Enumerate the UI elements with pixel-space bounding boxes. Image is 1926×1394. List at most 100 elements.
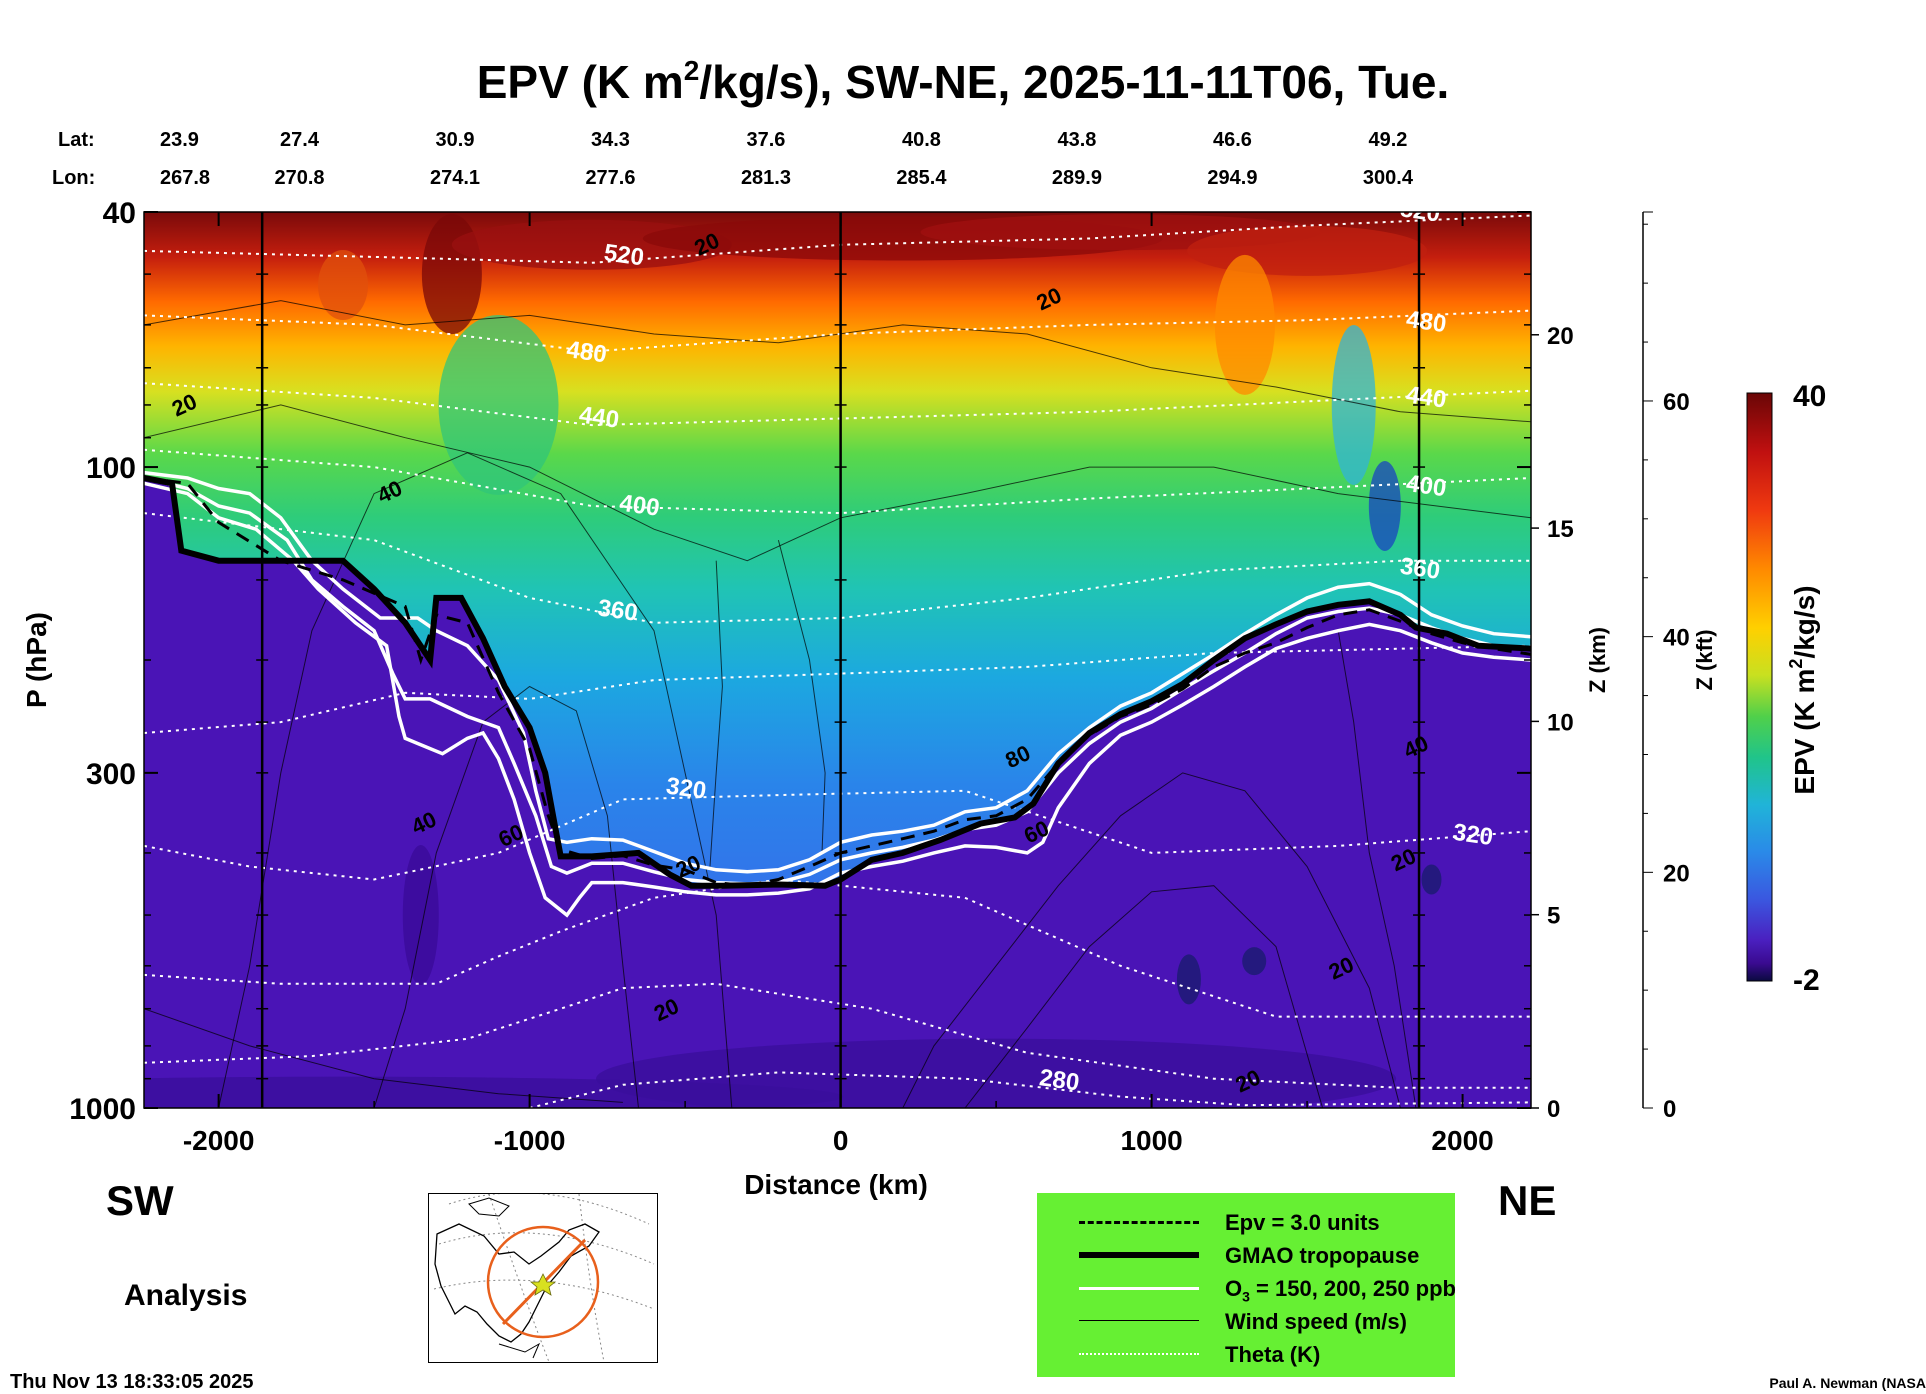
ozone-contour [144, 481, 1531, 918]
wind-contour [709, 560, 723, 867]
z-kft-tick-label: 60 [1663, 389, 1690, 416]
theta-contour [529, 1071, 1531, 1108]
lon-value: 285.4 [896, 167, 947, 189]
epv-patch [1187, 225, 1428, 276]
lon-value: 294.9 [1207, 167, 1257, 189]
lat-value: 27.4 [280, 129, 320, 151]
x-tick-label: 2000 [1431, 1125, 1493, 1156]
theta-label: 520 [602, 239, 645, 271]
colorbar [1746, 392, 1773, 982]
z-km-tick-label: 10 [1547, 709, 1574, 736]
lon-value: 289.9 [1052, 167, 1102, 189]
lat-value: 30.9 [436, 129, 475, 151]
sw-label: SW [106, 1177, 174, 1224]
lon-value: 281.3 [741, 167, 791, 189]
wind-contour [777, 539, 826, 853]
theta-label: 280 [1038, 1064, 1081, 1096]
x-tick-label: 1000 [1120, 1125, 1182, 1156]
z-kft-tick-label: 0 [1663, 1096, 1676, 1123]
map-gridline [433, 1279, 655, 1310]
wind-contour [373, 685, 639, 1108]
theta-contour [144, 982, 1531, 1089]
ozone-contour [144, 470, 1531, 874]
theta-label: 400 [618, 490, 661, 522]
tropo-patch [144, 1076, 843, 1108]
z-kft-tick-label: 40 [1663, 625, 1690, 652]
lat-label: Lat: [58, 129, 95, 151]
ne-label: NE [1498, 1177, 1556, 1224]
theta-label: 360 [1398, 553, 1441, 585]
epv-3-unit-line [144, 476, 1531, 888]
z-km-axis: 0 5 10 15 20 [1531, 323, 1574, 1123]
epv-patch [438, 314, 559, 495]
lat-value: 46.6 [1213, 129, 1252, 151]
z-kft-label: Z (kft) [1692, 629, 1717, 690]
y-axis: 40 100 300 1000 [69, 197, 1531, 1126]
map-gridline [448, 1192, 650, 1225]
map-gridline [578, 1193, 605, 1363]
ozone-contours [144, 470, 1531, 918]
tropo-patch [402, 845, 439, 986]
legend-item-tropopause: GMAO tropopause [1037, 1239, 1455, 1271]
lat-value: 23.9 [160, 129, 199, 151]
epv-high-patches [318, 214, 1428, 551]
lon-value: 267.8 [160, 167, 210, 189]
y-axis-label: P (hPa) [21, 612, 52, 708]
troposphere-field [144, 478, 1531, 1108]
y-tick-label: 300 [86, 758, 136, 791]
colorbar-min-label: -2 [1793, 964, 1820, 997]
theta-label: 320 [1451, 819, 1494, 851]
map-gridline [438, 1232, 655, 1265]
lat-value: 49.2 [1368, 129, 1407, 151]
wind-contour [144, 404, 1531, 562]
coastline [498, 1342, 541, 1359]
theta-label: 480 [1405, 306, 1448, 338]
theta-contour [144, 789, 1531, 881]
analysis-label: Analysis [124, 1279, 247, 1312]
center-star-icon [529, 1273, 557, 1296]
y-tick-label: 100 [86, 452, 136, 485]
lat-value: 43.8 [1057, 129, 1096, 151]
credit: Paul A. Newman (NASA [1769, 1375, 1926, 1391]
inset-map-drawing [433, 1192, 655, 1363]
colorbar-max-label: 40 [1793, 380, 1826, 413]
legend: Epv = 3.0 units GMAO tropopause O3 = 150… [1037, 1193, 1456, 1377]
epv-patch [1331, 324, 1376, 485]
z-km-label: Z (km) [1585, 627, 1610, 693]
x-tick-label: -2000 [183, 1125, 255, 1156]
theta-contour [144, 878, 1531, 1018]
lat-value: 40.8 [902, 129, 941, 151]
x-tick-label: -1000 [494, 1125, 566, 1156]
troposphere-low-patches [144, 845, 1442, 1108]
legend-label-tropopause: GMAO tropopause [1225, 1243, 1420, 1268]
domain-circle [486, 1225, 600, 1339]
wind-contour [964, 885, 1324, 1108]
tropo-patch [1421, 864, 1442, 895]
legend-item-theta: Theta (K) [1037, 1338, 1455, 1370]
lon-value: 300.4 [1363, 167, 1414, 189]
lat-value: 34.3 [591, 129, 630, 151]
coordinate-header: 23.9 267.8 27.4 270.8 30.9 274.1 34.3 277.6 37.6… [160, 129, 1414, 189]
legend-white-swatch [1079, 1287, 1199, 1290]
legend-label-epv: Epv = 3.0 units [1225, 1210, 1380, 1235]
legend-label-theta: Theta (K) [1225, 1342, 1321, 1367]
lon-value: 270.8 [274, 167, 324, 189]
legend-label-wind: Wind speed (m/s) [1225, 1309, 1407, 1334]
y-tick-label: 40 [103, 197, 136, 230]
z-km-tick-label: 0 [1547, 1096, 1560, 1123]
tropo-patch [1242, 947, 1267, 976]
z-km-tick-label: 15 [1547, 516, 1574, 543]
legend-thin-swatch [1079, 1320, 1199, 1321]
epv-patch [318, 250, 369, 321]
chart-title: EPV (K m2/kg/s), SW-NE, 2025-11-11T06, T… [477, 55, 1449, 108]
gmao-tropopause-line [144, 475, 1531, 889]
lon-label: Lon: [52, 167, 95, 189]
legend-dotted-swatch [1079, 1353, 1199, 1355]
x-tick-label: 0 [833, 1125, 849, 1156]
lon-value: 277.6 [585, 167, 635, 189]
wind-contour [902, 772, 1401, 1108]
lon-value: 274.1 [430, 167, 480, 189]
z-km-tick-label: 20 [1547, 323, 1574, 350]
x-axis-label: Distance (km) [744, 1169, 928, 1200]
